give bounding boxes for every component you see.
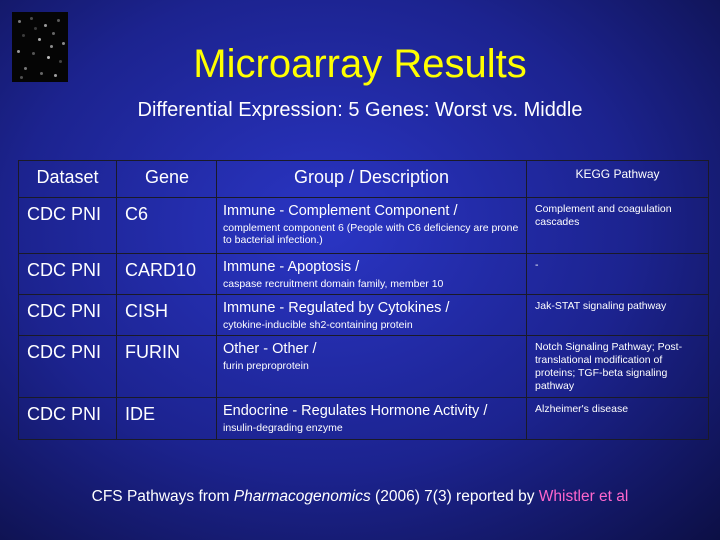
kegg-cell: Complement and coagulation cascades bbox=[526, 197, 709, 254]
kegg-cell: Alzheimer's disease bbox=[526, 397, 709, 440]
table-row: CDC PNI CARD10 Immune - Apoptosis / casp… bbox=[18, 253, 709, 295]
header-gene: Gene bbox=[116, 160, 217, 198]
journal-name: Pharmacogenomics bbox=[233, 488, 371, 505]
slide-title: Microarray Results bbox=[193, 42, 527, 86]
gene-cell: CISH bbox=[116, 294, 217, 336]
citation-footer: CFS Pathways from Pharmacogenomics (2006… bbox=[0, 488, 720, 506]
dataset-cell: CDC PNI bbox=[18, 253, 117, 295]
table-header-row: Dataset Gene Group / Description KEGG Pa… bbox=[18, 160, 709, 198]
kegg-cell: Jak-STAT signaling pathway bbox=[526, 294, 709, 336]
footer-prefix: CFS Pathways from bbox=[91, 488, 234, 505]
kegg-cell: - bbox=[526, 253, 709, 295]
description-text: furin preproprotein bbox=[223, 360, 309, 372]
group-text: Immune - Apoptosis / bbox=[223, 259, 360, 275]
description-text: complement component 6 (People with C6 d… bbox=[223, 222, 519, 246]
gene-cell: C6 bbox=[116, 197, 217, 254]
group-text: Endocrine - Regulates Hormone Activity / bbox=[223, 403, 488, 419]
header-kegg: KEGG Pathway bbox=[526, 160, 709, 198]
dataset-cell: CDC PNI bbox=[18, 397, 117, 440]
description-text: caspase recruitment domain family, membe… bbox=[223, 278, 444, 290]
dataset-cell: CDC PNI bbox=[18, 294, 117, 336]
description-text: insulin-degrading enzyme bbox=[223, 422, 343, 434]
table-row: CDC PNI C6 Immune - Complement Component… bbox=[18, 197, 709, 254]
table-row: CDC PNI CISH Immune - Regulated by Cytok… bbox=[18, 294, 709, 336]
group-text: Immune - Regulated by Cytokines / bbox=[223, 300, 450, 316]
header-description: Group / Description bbox=[216, 160, 527, 198]
table-row: CDC PNI FURIN Other - Other / furin prep… bbox=[18, 335, 709, 398]
header-dataset: Dataset bbox=[18, 160, 117, 198]
description-cell: Endocrine - Regulates Hormone Activity /… bbox=[216, 397, 527, 440]
results-table: Dataset Gene Group / Description KEGG Pa… bbox=[18, 160, 709, 440]
description-cell: Immune - Apoptosis / caspase recruitment… bbox=[216, 253, 527, 295]
description-text: cytokine-inducible sh2-containing protei… bbox=[223, 319, 413, 331]
microarray-image bbox=[12, 12, 68, 82]
group-text: Other - Other / bbox=[223, 341, 317, 357]
dataset-cell: CDC PNI bbox=[18, 197, 117, 254]
group-text: Immune - Complement Component / bbox=[223, 203, 458, 219]
gene-cell: IDE bbox=[116, 397, 217, 440]
gene-cell: FURIN bbox=[116, 335, 217, 398]
author-name: Whistler et al bbox=[538, 488, 629, 505]
table-row: CDC PNI IDE Endocrine - Regulates Hormon… bbox=[18, 397, 709, 440]
description-cell: Immune - Regulated by Cytokines / cytoki… bbox=[216, 294, 527, 336]
description-cell: Other - Other / furin preproprotein bbox=[216, 335, 527, 398]
description-cell: Immune - Complement Component / compleme… bbox=[216, 197, 527, 254]
slide-subtitle: Differential Expression: 5 Genes: Worst … bbox=[137, 99, 583, 121]
footer-citation: (2006) 7(3) reported by bbox=[370, 488, 539, 505]
dataset-cell: CDC PNI bbox=[18, 335, 117, 398]
gene-cell: CARD10 bbox=[116, 253, 217, 295]
kegg-cell: Notch Signaling Pathway; Post-translatio… bbox=[526, 335, 709, 398]
